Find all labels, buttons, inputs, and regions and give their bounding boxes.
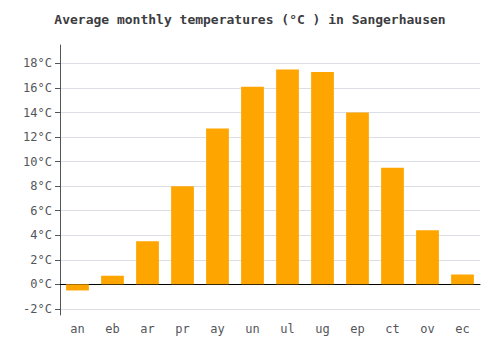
svg-text:14°C: 14°C [23, 106, 52, 120]
svg-text:6°C: 6°C [30, 204, 52, 218]
svg-text:8°C: 8°C [30, 179, 52, 193]
svg-text:12°C: 12°C [23, 130, 52, 144]
svg-text:ct: ct [385, 322, 399, 336]
svg-text:pr: pr [175, 322, 189, 336]
svg-text:un: un [245, 322, 259, 336]
svg-text:ul: ul [280, 322, 294, 336]
svg-text:an: an [70, 322, 84, 336]
svg-text:0°C: 0°C [30, 277, 52, 291]
svg-text:16°C: 16°C [23, 81, 52, 95]
svg-text:Average monthly temperatures (: Average monthly temperatures (°C ) in Sa… [54, 12, 445, 27]
svg-text:ep: ep [350, 322, 364, 336]
svg-text:ec: ec [455, 322, 469, 336]
svg-text:2°C: 2°C [30, 253, 52, 267]
svg-text:ar: ar [140, 322, 154, 336]
svg-text:eb: eb [105, 322, 119, 336]
svg-text:ay: ay [210, 322, 224, 336]
svg-text:ug: ug [315, 322, 329, 336]
svg-text:10°C: 10°C [23, 155, 52, 169]
svg-text:ov: ov [420, 322, 434, 336]
svg-text:-2°C: -2°C [23, 302, 52, 316]
svg-text:4°C: 4°C [30, 228, 52, 242]
svg-text:18°C: 18°C [23, 56, 52, 70]
